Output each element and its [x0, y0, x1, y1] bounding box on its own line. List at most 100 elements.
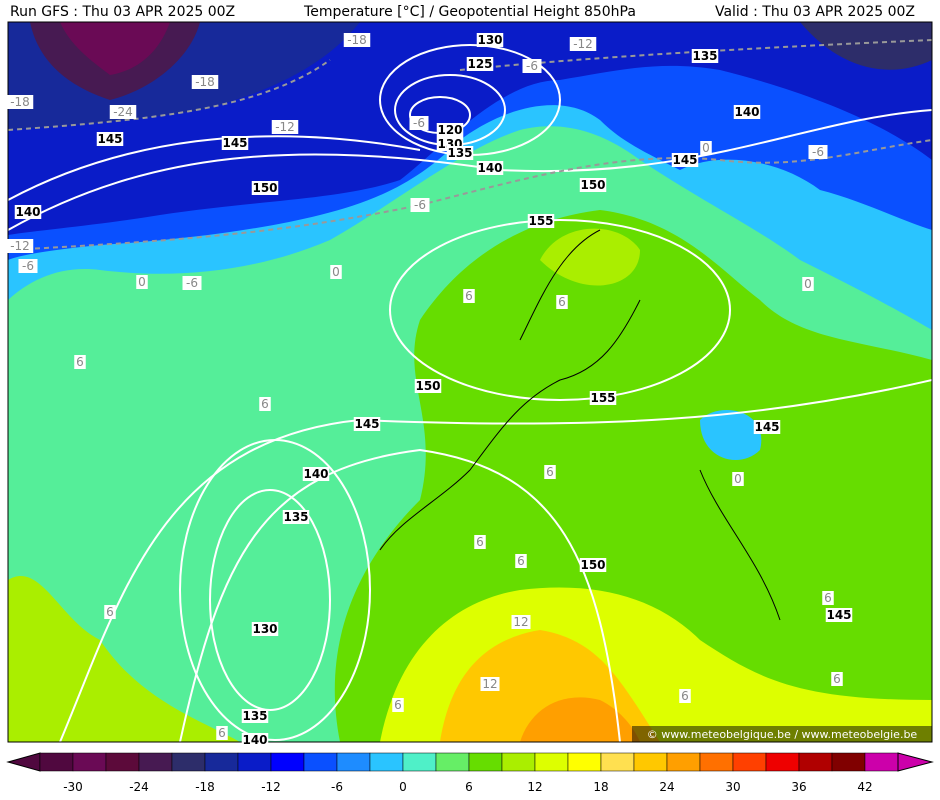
temperature-label-bg [392, 698, 404, 712]
height-label-bg [282, 510, 310, 524]
temperature-label-bg [474, 535, 486, 549]
colorbar-label: 12 [527, 780, 542, 794]
temperature-label-bg [511, 615, 531, 629]
height-label: 145 [354, 417, 379, 431]
height-label-bg [353, 417, 381, 431]
height-label-bg [241, 733, 269, 747]
map-title: Temperature [°C] / Geopotential Height 8… [303, 4, 636, 20]
temperature-label-bg [410, 198, 430, 212]
valid-info: Valid : Thu 03 APR 2025 00Z [715, 4, 915, 20]
colorbar-swatch [105, 752, 140, 772]
watermark: © www.meteobelgique.be / www.meteobelgie… [647, 728, 918, 741]
colorbar-swatch [468, 752, 503, 772]
height-label-bg [476, 33, 504, 47]
temperature-label: 6 [218, 726, 226, 740]
temperature-label: 6 [558, 295, 566, 309]
temperature-label: 0 [702, 141, 710, 155]
temperature-label-bg [109, 105, 137, 119]
colorbar-swatch [534, 752, 569, 772]
temperature-label-bg [216, 726, 228, 740]
contour-labels: -18 -18 -24 -18 -12 -6 -12 -6 -6 -6 -12 -6 -6 0 0 0 0 0 6 6… [6, 33, 853, 747]
temperature-label: -18 [347, 33, 367, 47]
height-label: 145 [672, 153, 697, 167]
height-label: 150 [252, 181, 277, 195]
colorbar-swatch [699, 752, 734, 772]
temperature-label: 6 [476, 535, 484, 549]
temperature-label: -12 [10, 239, 30, 253]
height-label-bg [414, 379, 442, 393]
temperature-label-bg [409, 116, 429, 130]
temperature-label: -12 [573, 37, 593, 51]
map-field [8, 22, 932, 742]
height-label-bg [241, 709, 269, 723]
height-label: 155 [528, 214, 553, 228]
map-frame [7, 21, 933, 743]
temperature-label-bg [569, 37, 597, 51]
temperature-label-bg [74, 355, 86, 369]
temperature-label: 0 [138, 275, 146, 289]
height-label-bg [436, 123, 464, 137]
height-label-bg [589, 391, 617, 405]
colorbar-label: 18 [593, 780, 608, 794]
height-label-bg [825, 608, 853, 622]
temperature-label-bg [679, 689, 691, 703]
height-label: 135 [283, 510, 308, 524]
colorbar-swatch [204, 752, 239, 772]
height-label: 145 [97, 132, 122, 146]
height-label-bg [251, 181, 279, 195]
colorbar-swatch [336, 752, 371, 772]
temperature-label: -24 [113, 105, 133, 119]
colorbar-label: -30 [63, 780, 83, 794]
height-label-bg [671, 153, 699, 167]
temperature-label: 6 [517, 554, 525, 568]
height-label: 120 [437, 123, 462, 137]
temperature-label: -6 [812, 145, 824, 159]
temperature-label: -6 [526, 59, 538, 73]
temperature-label-bg [802, 277, 814, 291]
height-label: 155 [590, 391, 615, 405]
colorbar-swatch [798, 752, 833, 772]
temperature-label: -6 [413, 116, 425, 130]
watermark-box [632, 726, 932, 742]
temperature-label-bg [544, 465, 556, 479]
temperature-label: 6 [465, 289, 473, 303]
height-label-bg [691, 49, 719, 63]
colorbar-arrow-left [6, 752, 41, 772]
colorbar-label: 24 [659, 780, 674, 794]
colorbar-swatch [39, 752, 74, 772]
temperature-label-bg [522, 59, 542, 73]
height-label-bg [96, 132, 124, 146]
colorbar-swatch [831, 752, 866, 772]
colorbar-swatch [369, 752, 404, 772]
height-label-bg [302, 467, 330, 481]
height-label: 135 [242, 709, 267, 723]
colorbar-swatch [303, 752, 338, 772]
colorbar-swatch [666, 752, 701, 772]
colorbar-swatch [435, 752, 470, 772]
height-label: 150 [580, 178, 605, 192]
colorbar-swatch [138, 752, 173, 772]
colorbar-label: 0 [399, 780, 407, 794]
height-label: 130 [477, 33, 502, 47]
height-label-bg [251, 622, 279, 636]
height-label: 140 [734, 105, 759, 119]
temperature-label: 6 [106, 605, 114, 619]
temperature-label-bg [822, 591, 834, 605]
temperature-label: -6 [22, 259, 34, 273]
height-label: 140 [15, 205, 40, 219]
height-label: 140 [477, 161, 502, 175]
height-label-bg [733, 105, 761, 119]
temperature-label: -12 [275, 120, 295, 134]
height-label-bg [14, 205, 42, 219]
colorbar-label: 36 [791, 780, 806, 794]
colorbar-label: -12 [261, 780, 281, 794]
temperature-label: 0 [734, 472, 742, 486]
temperature-label-bg [271, 120, 299, 134]
temperature-label: -18 [195, 75, 215, 89]
colorbar-swatch [633, 752, 668, 772]
colorbar-swatch [237, 752, 272, 772]
height-label-bg [753, 420, 781, 434]
temperature-label-bg [104, 605, 116, 619]
height-label: 150 [415, 379, 440, 393]
